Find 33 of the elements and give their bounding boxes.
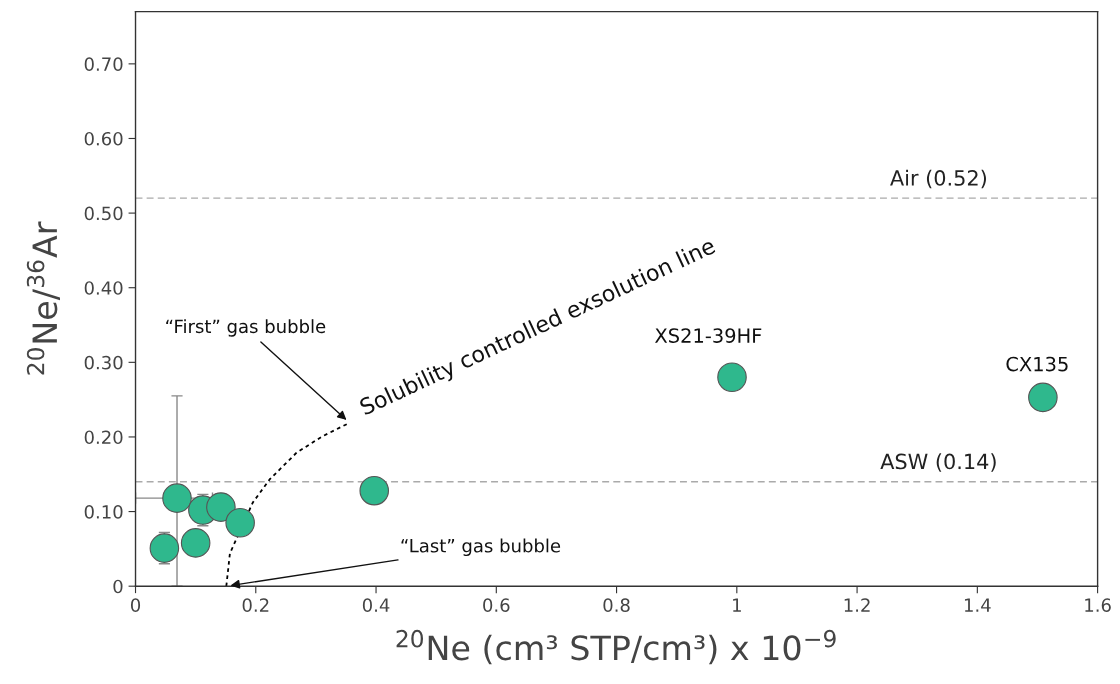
x-tick-label: 1 [733, 598, 741, 612]
point [206, 492, 236, 522]
y-tick-label: 0.30 [84, 355, 123, 370]
x-axis-title: $^{20}$Ne (cm³ STP/cm³) x 10$^{−9}$ [396, 629, 836, 665]
ref-line-label: Air (0.52) [890, 169, 986, 189]
annotation: CX135 [1006, 356, 1068, 372]
x-tick-label: 0.4 [362, 598, 390, 612]
y-tick-label: 0.50 [84, 206, 123, 221]
y-tick-label: 0 [113, 579, 123, 594]
y-tick-label: 0.20 [84, 430, 123, 445]
point [149, 533, 180, 563]
point [359, 475, 390, 506]
y-tick-label: 0.40 [84, 281, 123, 295]
y-tick-label: 0.70 [84, 57, 123, 71]
ref-line-label: ASW (0.14) [880, 453, 996, 472]
x-tick-label: 1.2 [844, 598, 870, 612]
x-tick-label: 0.8 [603, 598, 630, 612]
y-axis-title: $^{20}$Ne/$^{36}$Ar [26, 221, 60, 375]
x-tick-label: 0.2 [242, 598, 269, 612]
point [717, 362, 747, 393]
y-tick-label: 0.10 [84, 505, 123, 519]
annotation: “First” gas bubble [166, 319, 326, 337]
y-tick-label: 0.60 [84, 131, 123, 146]
x-tick-label: 0 [130, 598, 141, 612]
point [162, 483, 192, 513]
x-tick-label: 0.6 [483, 598, 510, 612]
point [1028, 382, 1058, 413]
point [225, 507, 255, 538]
point [180, 528, 211, 558]
x-tick-label: 1.6 [1085, 598, 1111, 612]
annotation: XS21-39HF [654, 328, 762, 343]
annotation: “Last” gas bubble [401, 538, 561, 557]
x-tick-label: 1.4 [964, 598, 991, 612]
